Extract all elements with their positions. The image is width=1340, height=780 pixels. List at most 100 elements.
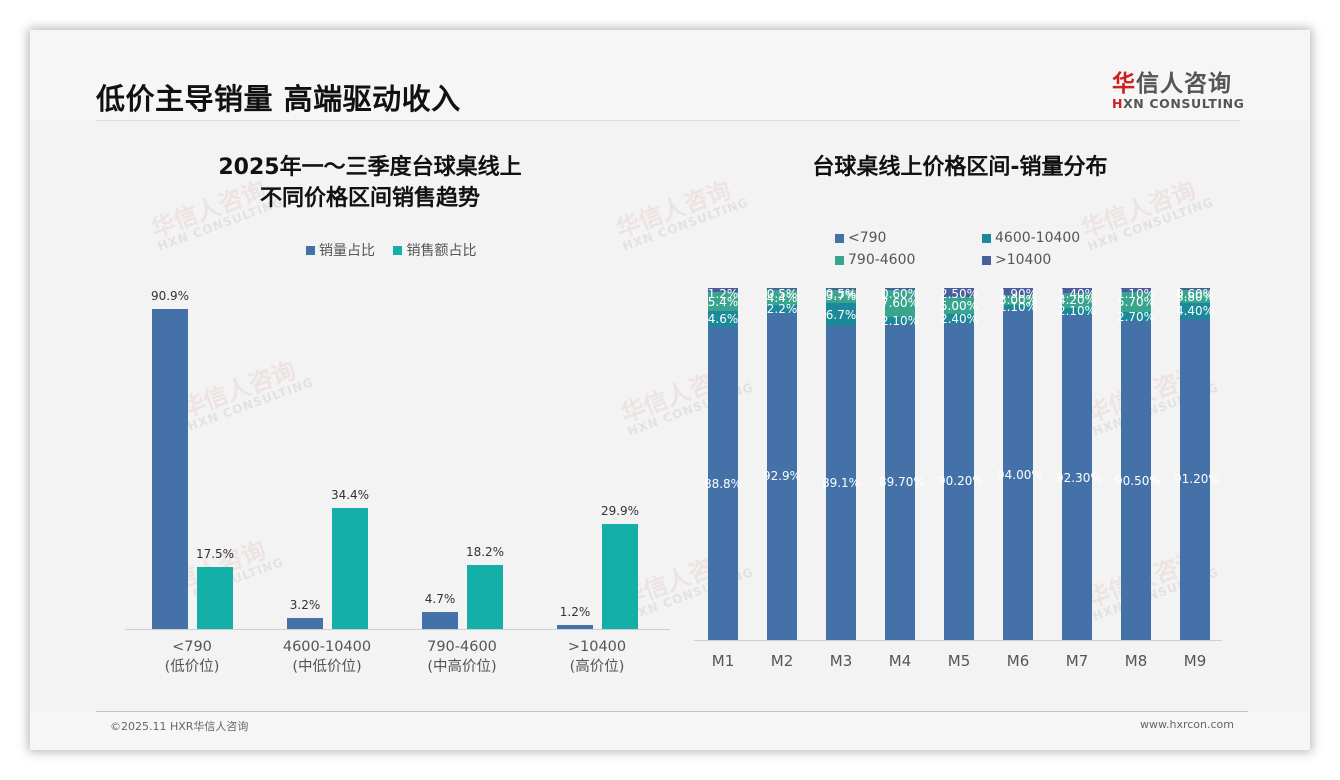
bar-segment-r790_4600	[767, 289, 797, 306]
bar-segment-r4600_10400	[1062, 307, 1092, 316]
bar-segment-gt10400	[826, 288, 856, 290]
bar-label-amount: 29.9%	[600, 503, 640, 518]
footer-band	[30, 712, 1310, 750]
category-label: 4600-10400 (中低价位)	[282, 639, 372, 675]
segment-label: 91.20%	[1174, 472, 1220, 487]
bar-segment-r4600_10400	[1003, 305, 1033, 310]
month-label: M1	[711, 652, 735, 670]
stacked-bar: 88.8% 4.6% 5.4% 1.2%	[704, 288, 742, 640]
bar-segment-r790_4600	[1003, 294, 1033, 306]
bar-segment-r790_4600	[944, 296, 974, 315]
footer-copyright: ©2025.11 HXR华信人咨询	[110, 720, 249, 733]
segment-label: 0.60%	[880, 287, 920, 301]
bar-segment-r4600_10400	[944, 314, 974, 323]
segment-label: 2.10%	[1057, 304, 1097, 319]
legend-item-lt790: <790	[835, 227, 968, 249]
company-logo: 华信人咨询 HXN CONSULTING	[1112, 64, 1245, 111]
legend-item-790-4600: 790-4600	[835, 249, 968, 271]
segment-label: 5.4%	[707, 294, 739, 309]
month-label: M4	[888, 652, 912, 670]
bar-volume	[422, 612, 458, 629]
bar-segment-gt10400	[1121, 288, 1151, 292]
stacked-bar: 91.20% 4.40% 3.80% 0.60%	[1174, 288, 1220, 640]
segment-label: 1.40%	[1057, 287, 1097, 301]
bar-segment-gt10400	[708, 288, 738, 293]
legend-swatch	[982, 233, 991, 243]
bar-segment-r4600_10400	[708, 311, 738, 328]
bar-segment-lt790	[767, 312, 797, 640]
bar-segment-gt10400	[1180, 288, 1210, 291]
segment-label: 0.5%	[825, 287, 857, 301]
bar-segment-lt790	[944, 322, 974, 640]
bar-segment-r790_4600	[708, 292, 738, 312]
bar-segment-lt790	[708, 327, 738, 640]
segment-label: 92.30%	[1056, 470, 1102, 485]
bar-amount	[467, 564, 503, 629]
bar-volume	[557, 624, 593, 629]
legend-swatch	[306, 245, 315, 255]
bar-label-volume: 1.2%	[559, 604, 591, 619]
segment-label: 5.70%	[1116, 294, 1156, 309]
right-chart-x-axis	[694, 640, 1222, 641]
bar-amount	[197, 567, 233, 629]
legend-swatch	[835, 233, 844, 243]
legend-item-amount: 销售额占比	[393, 240, 476, 260]
bar-segment-lt790	[1062, 315, 1092, 640]
stacked-bar: 89.70% 2.10% 7.60% 0.60%	[879, 288, 925, 640]
slide: 低价主导销量 高端驱动收入 华信人咨询 HXN CONSULTING 华信人咨询…	[30, 30, 1310, 750]
bar-segment-lt790	[1180, 318, 1210, 640]
stacked-bar: 92.30% 2.10% 4.20% 1.40%	[1056, 288, 1102, 640]
segment-label: 3.7%	[825, 289, 857, 304]
segment-label: 6.7%	[825, 307, 857, 322]
segment-label: 89.1%	[821, 476, 861, 491]
segment-label: 89.70%	[879, 475, 925, 490]
segment-label: 2.2%	[766, 302, 798, 317]
segment-label: 0.60%	[1175, 287, 1215, 301]
legend-swatch	[835, 255, 844, 265]
month-label: M2	[770, 652, 794, 670]
bar-label-volume: 90.9%	[150, 289, 190, 303]
bar-label-volume: 4.7%	[424, 592, 456, 607]
month-label: M8	[1124, 652, 1148, 670]
bar-segment-r790_4600	[1180, 290, 1210, 304]
legend-swatch	[982, 255, 991, 265]
segment-label: 1.2%	[707, 287, 739, 301]
bar-amount	[332, 507, 368, 629]
segment-label: 92.9%	[762, 469, 802, 484]
bar-segment-lt790	[1003, 309, 1033, 640]
stacked-bar: 90.20% 2.40% 5.00% 2.50%	[938, 288, 984, 640]
right-chart-title: 台球桌线上价格区间-销量分布	[812, 155, 1108, 180]
bar-segment-gt10400	[767, 288, 797, 290]
bar-segment-r790_4600	[885, 290, 915, 317]
bar-segment-r4600_10400	[826, 302, 856, 327]
bar-volume	[287, 617, 323, 629]
bar-segment-r4600_10400	[885, 316, 915, 325]
footer-website: www.hxrcon.com	[1140, 718, 1234, 731]
legend-swatch	[393, 245, 403, 255]
left-chart-x-axis	[125, 629, 670, 630]
stacked-bar: 92.9% 2.2% 4.4% 0.5%	[763, 288, 801, 640]
bar-segment-r4600_10400	[1121, 311, 1151, 322]
bar-segment-r790_4600	[1062, 292, 1092, 308]
segment-label: 94.00%	[997, 467, 1043, 482]
segment-label: 1.10%	[1116, 287, 1156, 301]
segment-label: 88.8%	[703, 476, 743, 491]
legend-item-4600-10400: 4600-10400	[982, 227, 1088, 249]
bar-segment-gt10400	[1003, 288, 1033, 295]
bar-segment-gt10400	[885, 288, 915, 291]
segment-label: 90.20%	[938, 474, 984, 489]
stacked-bar: 90.50% 2.70% 5.70% 1.10%	[1115, 288, 1161, 640]
segment-label: 3.80%	[1175, 289, 1215, 304]
segment-label: 5.00%	[939, 298, 979, 313]
logo-en: HXN CONSULTING	[1112, 96, 1245, 111]
footer-divider	[96, 711, 1248, 712]
bar-label-amount: 17.5%	[195, 547, 235, 562]
month-label: M6	[1006, 652, 1030, 670]
segment-label: 0.5%	[766, 287, 798, 301]
bar-segment-r4600_10400	[767, 305, 797, 313]
bar-segment-lt790	[826, 326, 856, 640]
category-label: >10400 (高价位)	[567, 639, 627, 675]
legend-item-gt10400: >10400	[982, 249, 1088, 271]
